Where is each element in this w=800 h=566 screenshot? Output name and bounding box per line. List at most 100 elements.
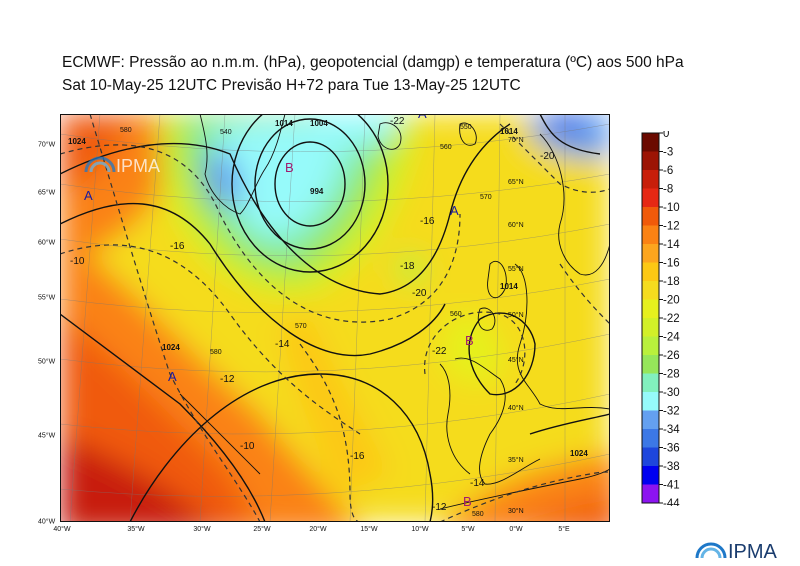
pressure-label: 1014 <box>500 127 518 136</box>
ipma-logo-icon <box>695 542 727 559</box>
colorbar-swatch <box>642 336 659 356</box>
colorbar-swatch <box>642 429 659 448</box>
colorbar-swatch <box>642 299 659 319</box>
colorbar-label: -28 <box>663 369 680 381</box>
colorbar-swatch <box>642 170 659 189</box>
temperature-colorbar: 0 -3 -6 -8 -10 -12 -14 -16 -18 -20 -22 -24 -26 -28 -30… <box>641 131 680 506</box>
colorbar-label: -24 <box>663 332 680 344</box>
colorbar-label: -8 <box>663 184 673 196</box>
geopotential-label: 570 <box>295 323 307 330</box>
colorbar-label: -18 <box>663 276 680 288</box>
lat-label: 60°W <box>38 239 56 247</box>
lon-label: 10°W <box>411 526 429 533</box>
low-center: B <box>463 494 472 509</box>
colorbar-label: -34 <box>663 424 680 436</box>
lat-label-inner: 45°N <box>508 356 524 364</box>
colorbar-swatch <box>642 151 659 171</box>
ipma-logo: IPMA <box>695 541 778 562</box>
colorbar-swatch <box>642 410 659 430</box>
colorbar-swatch <box>642 447 659 467</box>
colorbar-label: -30 <box>663 387 680 399</box>
lon-label: 5°E <box>558 526 570 533</box>
temperature-field <box>60 114 610 522</box>
geopotential-label: 570 <box>480 194 492 201</box>
ipma-logo-text: IPMA <box>728 541 778 562</box>
geopotential-label: 540 <box>220 129 232 136</box>
colorbar-label: -32 <box>663 406 680 418</box>
colorbar-label: -12 <box>663 221 680 233</box>
temperature-label: -10 <box>70 256 85 267</box>
lon-label: 15°W <box>360 526 378 533</box>
colorbar-label: -36 <box>663 443 680 455</box>
ipma-watermark-text: IPMA <box>116 156 160 176</box>
pressure-centers: A A A A B B B <box>84 114 474 509</box>
colorbar-label: -38 <box>663 461 680 473</box>
map-title: ECMWF: Pressão ao n.m.m. (hPa), geopoten… <box>62 54 684 71</box>
colorbar-label: -10 <box>663 202 680 214</box>
temperature-label: -14 <box>470 478 485 489</box>
colorbar-swatch <box>642 281 659 300</box>
weather-map: -10 -12 -14 -16 -18 -20 -22 -22 -16 -14 … <box>60 114 610 522</box>
colorbar-label: -3 <box>663 147 673 159</box>
temperature-label: -18 <box>400 261 415 272</box>
pressure-label: 1024 <box>162 343 180 352</box>
geopotential-label: 560 <box>450 311 462 318</box>
colorbar-label: -22 <box>663 313 680 325</box>
lat-label: 70°W <box>38 141 56 149</box>
temperature-label: -16 <box>420 216 435 227</box>
temperature-label: -20 <box>412 288 427 299</box>
colorbar-swatch <box>642 466 659 485</box>
colorbar-swatch <box>642 318 659 337</box>
graticule <box>60 114 610 522</box>
geopotential-label: 580 <box>120 127 132 134</box>
colorbar-label: -6 <box>663 165 673 177</box>
lon-label: 0°W <box>509 526 523 533</box>
coastlines <box>179 114 610 510</box>
low-center: B <box>285 160 294 175</box>
lat-label-inner: 35°N <box>508 456 524 464</box>
colorbar-label: -16 <box>663 258 680 270</box>
temperature-label: -14 <box>275 339 290 350</box>
pressure-label: 1014 <box>500 282 518 291</box>
geopotential-label: 550 <box>460 124 472 131</box>
geopotential-label: 560 <box>440 144 452 151</box>
lat-label-inner: 60°N <box>508 221 524 229</box>
temperature-labels: -10 -12 -14 -16 -18 -20 -22 -22 -16 -14 … <box>70 116 555 513</box>
pressure-label: 1024 <box>68 137 86 146</box>
lat-label-inner: 55°N <box>508 265 524 273</box>
lat-labels-inner: 50°N 45°N 40°N 35°N 30°N 55°N 60°N 65°N … <box>508 136 524 515</box>
temperature-label: -10 <box>240 441 255 452</box>
lat-label-inner: 70°N <box>508 136 524 144</box>
colorbar-swatch <box>642 262 659 282</box>
lat-label-inner: 50°N <box>508 311 524 319</box>
lon-label: 30°W <box>193 526 211 533</box>
temperature-label: -22 <box>390 116 405 127</box>
colorbar-swatch <box>642 373 659 393</box>
colorbar-swatch <box>642 392 659 411</box>
map-subtitle: Sat 10-May-25 12UTC Previsão H+72 para T… <box>62 77 521 94</box>
lon-label: 5°W <box>461 526 475 533</box>
pressure-label: 994 <box>310 187 324 196</box>
geopotential-label: 580 <box>210 349 222 356</box>
lat-label-inner: 30°N <box>508 507 524 515</box>
isobars <box>60 114 610 522</box>
lat-label: 50°W <box>38 358 56 366</box>
colorbar-swatch <box>642 207 659 226</box>
colorbar-label: 0 <box>663 131 669 140</box>
pressure-label: 1014 <box>275 119 293 128</box>
colorbar-swatch <box>642 244 659 263</box>
colorbar-label: -26 <box>663 350 680 362</box>
lon-label: 40°W <box>53 526 71 533</box>
temperature-label: -16 <box>350 451 365 462</box>
colorbar-swatch <box>642 355 659 374</box>
colorbar-label: -20 <box>663 295 680 307</box>
lat-label: 45°W <box>38 432 56 440</box>
lat-label: 55°W <box>38 294 56 302</box>
ipma-watermark-logo: IPMA <box>84 156 160 176</box>
lon-label: 35°W <box>127 526 145 533</box>
pressure-label: 1004 <box>310 119 328 128</box>
high-center: A <box>84 188 93 203</box>
colorbar-label: -14 <box>663 239 680 251</box>
lat-label: 65°W <box>38 189 56 197</box>
high-center: A <box>168 369 177 384</box>
